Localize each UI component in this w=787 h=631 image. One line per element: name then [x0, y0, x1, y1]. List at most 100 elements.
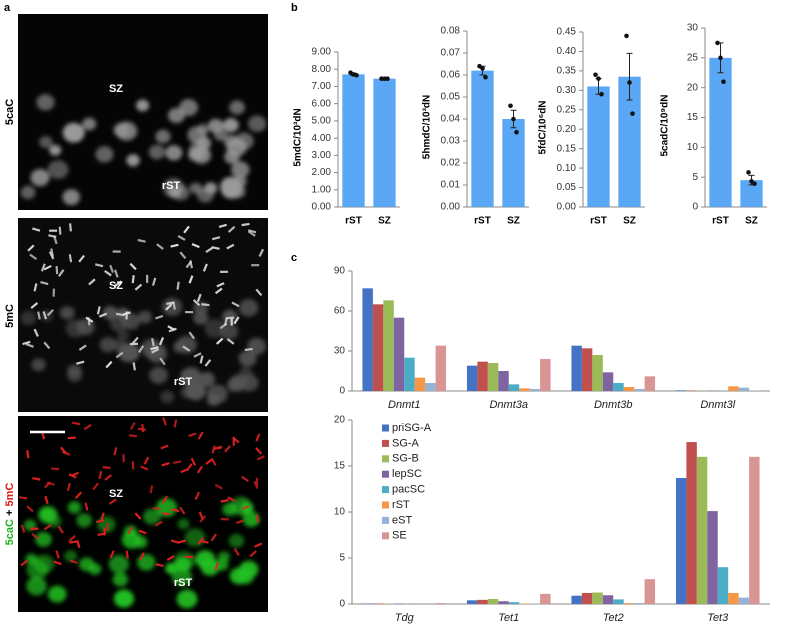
- bar: [394, 318, 404, 391]
- x-tick-label: Dnmt3b: [594, 399, 633, 411]
- bar: [676, 478, 686, 604]
- nucleus: [168, 108, 185, 123]
- nucleus: [126, 154, 139, 166]
- y-tick-label: 2.00: [312, 167, 332, 178]
- legend-label: pacSC: [392, 484, 425, 496]
- data-point: [746, 170, 751, 175]
- y-axis-label: 5fdC/10⁶dN: [538, 100, 549, 154]
- nucleus: [149, 367, 168, 384]
- bar: [404, 358, 414, 391]
- nucleus: [224, 150, 240, 164]
- y-tick-label: 0: [339, 386, 345, 397]
- bar: [709, 58, 731, 207]
- bar: [676, 390, 686, 391]
- nucleus: [229, 534, 245, 548]
- nucleus: [110, 315, 128, 331]
- nucleus: [165, 145, 182, 160]
- legend-label: rST: [392, 499, 410, 511]
- nucleus: [48, 160, 69, 179]
- panel-label: a: [4, 2, 11, 14]
- region-label: SZ: [109, 488, 123, 500]
- nucleus: [155, 130, 170, 144]
- nucleus: [162, 298, 182, 316]
- nucleus: [149, 145, 165, 160]
- nucleus: [197, 187, 214, 202]
- micrograph: [18, 218, 268, 412]
- x-tick-label: SZ: [378, 216, 391, 227]
- nucleus: [117, 330, 129, 341]
- legend-label: SG-A: [392, 437, 420, 449]
- legend-label: priSG-A: [392, 422, 432, 434]
- nucleus: [248, 116, 266, 132]
- bar: [425, 383, 435, 391]
- region-label: SZ: [109, 83, 123, 95]
- bar: [592, 593, 602, 605]
- image-label: 5caC: [4, 99, 16, 125]
- bar: [530, 389, 540, 391]
- y-tick-label: 6.00: [312, 98, 332, 109]
- nucleus: [207, 394, 221, 406]
- data-point: [354, 73, 359, 78]
- data-point: [624, 34, 629, 39]
- y-tick-label: 3.00: [312, 150, 332, 161]
- nucleus: [21, 186, 36, 199]
- bar: [436, 603, 446, 604]
- data-point: [715, 41, 720, 46]
- bar: [488, 363, 498, 391]
- y-tick-label: 5.00: [312, 116, 332, 127]
- nucleus: [49, 145, 61, 156]
- nucleus: [82, 118, 96, 131]
- bar: [582, 593, 592, 604]
- y-tick-label: 0.00: [557, 202, 577, 213]
- bar: [467, 366, 477, 391]
- y-tick-label: 0.05: [441, 92, 461, 103]
- nucleus: [113, 123, 129, 137]
- bar: [540, 359, 550, 391]
- legend-swatch: [382, 455, 389, 462]
- sperm-head: [251, 264, 259, 266]
- legend-swatch: [382, 532, 389, 539]
- panel-label: b: [291, 2, 298, 14]
- bar: [509, 602, 519, 604]
- y-tick-label: 0.35: [557, 66, 577, 77]
- bar: [634, 603, 644, 604]
- y-tick-label: 0.08: [441, 26, 461, 37]
- nucleus: [227, 378, 242, 392]
- nucleus: [220, 177, 242, 197]
- bar: [502, 119, 524, 207]
- nucleus: [177, 590, 198, 609]
- bar: [707, 511, 717, 604]
- micrograph: [18, 416, 268, 612]
- sperm-head: [153, 507, 161, 509]
- data-point: [483, 75, 488, 80]
- nucleus: [63, 123, 85, 143]
- bar: [634, 389, 644, 391]
- y-tick-label: 0.25: [557, 104, 577, 115]
- y-tick-label: 0.05: [557, 182, 577, 193]
- y-tick-label: 90: [334, 266, 346, 277]
- data-point: [627, 80, 632, 85]
- sperm-head: [233, 438, 235, 446]
- data-point: [511, 117, 516, 122]
- micrograph: [18, 14, 268, 210]
- y-tick-label: 60: [334, 306, 346, 317]
- bar: [488, 599, 498, 604]
- bar: [728, 386, 738, 391]
- nucleus: [114, 590, 134, 608]
- sperm-head: [113, 250, 121, 252]
- data-point: [752, 181, 757, 186]
- nucleus: [138, 311, 152, 324]
- sperm-head: [51, 467, 59, 470]
- bar: [415, 378, 425, 391]
- nucleus: [122, 531, 142, 549]
- bar: [342, 74, 364, 207]
- y-tick-label: 0.07: [441, 48, 461, 59]
- nucleus: [180, 386, 194, 398]
- sperm-head: [220, 271, 228, 273]
- y-axis-label: 5cadC/10⁹dN: [660, 95, 671, 157]
- y-tick-label: 8.00: [312, 64, 332, 75]
- data-point: [721, 79, 726, 84]
- data-point: [480, 66, 485, 71]
- bar: [613, 383, 623, 391]
